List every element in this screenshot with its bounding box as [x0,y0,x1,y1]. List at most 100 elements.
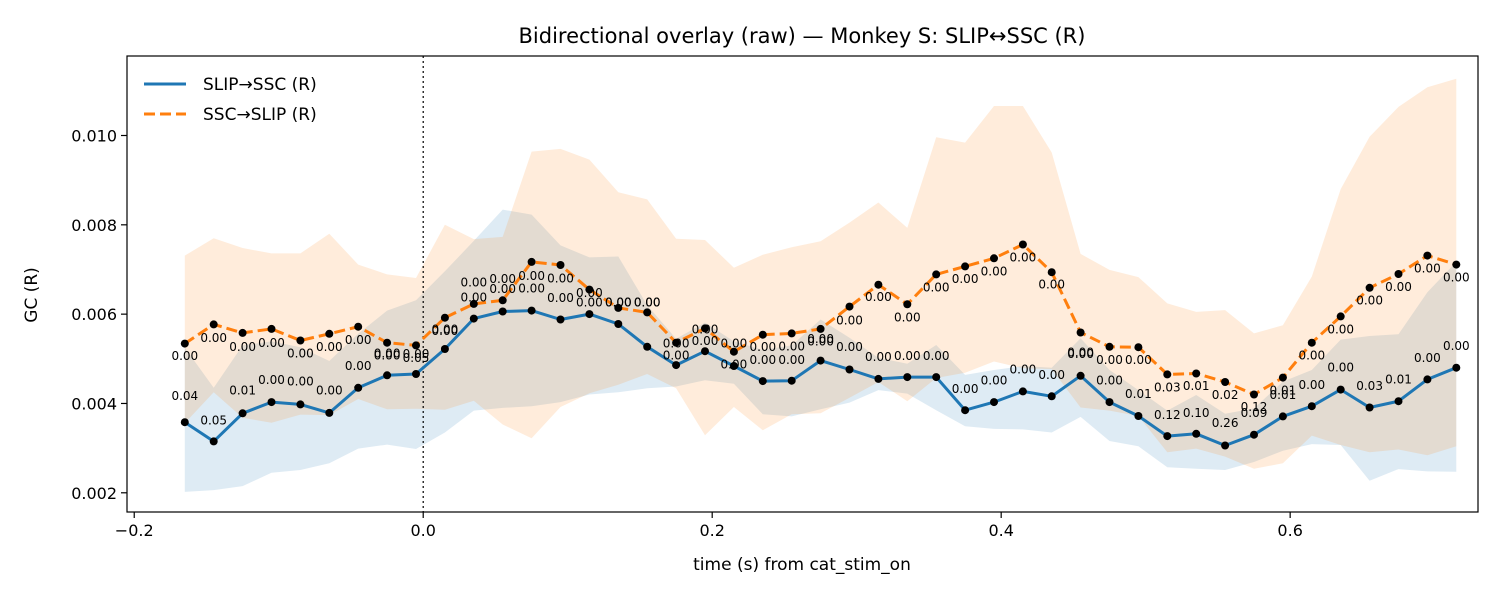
data-point-series-1 [1163,370,1172,379]
data-point-series-1 [874,280,883,289]
value-annotation: 0.00 [605,296,632,310]
data-point-series-0 [758,377,767,386]
value-annotation: 0.00 [836,340,863,354]
data-point-series-1 [412,341,420,350]
x-tick-label: 0.0 [410,521,435,540]
value-annotation: 0.00 [894,349,921,363]
data-point-series-1 [729,347,738,356]
value-annotation: 0.01 [229,384,256,398]
data-point-series-0 [238,409,247,418]
data-point-series-1 [296,336,305,345]
value-annotation: 0.00 [345,359,372,373]
value-annotation: 0.01 [1183,379,1210,393]
data-point-series-1 [1452,260,1461,269]
value-annotation: 0.00 [403,347,430,361]
value-annotation: 0.00 [1327,322,1354,336]
legend-label-ssc-to-slip: SSC→SLIP (R) [203,105,317,125]
value-annotation: 0.00 [547,291,574,305]
value-annotation: 0.00 [200,331,227,345]
value-annotation: 0.00 [1067,347,1094,361]
value-annotation: 0.00 [894,311,921,325]
data-point-series-0 [1076,371,1085,380]
data-point-series-0 [527,306,536,315]
value-annotation: 0.05 [200,414,227,428]
data-point-series-0 [1134,412,1143,420]
value-annotation: 0.00 [981,264,1008,278]
value-annotation: 0.00 [1010,250,1037,264]
data-point-series-0 [498,307,507,316]
data-point-series-0 [1192,429,1201,438]
value-annotation: 0.00 [432,324,459,338]
value-annotation: 0.00 [576,286,603,300]
value-annotation: 0.00 [229,340,256,354]
value-annotation: 0.00 [374,349,401,363]
x-tick-label: 0.4 [988,521,1013,540]
data-point-series-0 [296,400,305,409]
value-annotation: 0.00 [1298,349,1325,363]
legend-label-slip-to-ssc: SLIP→SSC (R) [203,75,317,95]
data-point-series-1 [209,320,218,329]
data-point-series-1 [1105,342,1114,351]
data-point-series-0 [787,376,796,385]
chart-title: Bidirectional overlay (raw) — Monkey S: … [519,24,1086,48]
data-point-series-0 [267,398,276,407]
data-point-series-0 [1278,412,1287,421]
data-point-series-1 [758,330,767,339]
value-annotation: 0.00 [1298,378,1325,392]
data-point-series-1 [325,329,334,338]
value-annotation: 0.00 [460,276,487,290]
data-point-series-1 [961,262,970,271]
data-point-series-1 [1047,268,1056,277]
value-annotation: 0.00 [1385,280,1412,294]
x-axis-label: time (s) from cat_stim_on [693,555,911,575]
data-point-series-1 [585,285,594,294]
value-annotation: 0.12 [1154,408,1181,422]
data-point-series-1 [990,254,998,263]
axes: −0.2 0.0 0.2 0.4 0.6 0.002 0.004 0.006 0.008 0.01… [71,55,1479,540]
y-tick-label: 0.010 [71,126,117,145]
value-annotation: 0.00 [865,290,892,304]
data-point-series-0 [469,314,478,323]
value-annotation: 0.00 [518,282,545,296]
data-point-series-0 [701,347,709,356]
data-point-series-0 [1394,397,1403,406]
data-point-series-1 [1307,338,1316,347]
y-tick-label: 0.004 [71,394,117,413]
data-point-series-1 [469,299,478,308]
data-point-series-0 [1018,387,1027,396]
value-annotation: 0.00 [1096,374,1123,388]
data-point-series-0 [614,320,623,328]
data-point-series-0 [1452,363,1461,372]
data-point-series-0 [1250,430,1258,439]
data-point-series-0 [412,370,420,378]
axes-frame [126,55,1479,513]
value-annotation: 0.12 [1241,400,1268,414]
value-annotation: 0.01 [1125,387,1152,401]
data-point-series-0 [440,345,449,353]
value-annotation: 0.00 [663,337,690,351]
value-annotation: 0.00 [489,282,516,296]
value-annotation: 0.26 [1212,416,1239,430]
data-point-series-1 [816,324,825,333]
x-tick-label: −0.2 [115,521,154,540]
data-point-series-1 [354,322,363,331]
value-annotation: 0.00 [345,333,372,347]
legend: SLIP→SSC (R) SSC→SLIP (R) [144,75,317,125]
value-annotation: 0.00 [1327,360,1354,374]
data-point-series-1 [1192,369,1201,378]
data-point-series-1 [845,302,854,311]
value-annotation: 0.00 [692,334,719,348]
value-annotation: 0.00 [547,271,574,285]
value-annotation: 0.00 [1038,368,1065,382]
data-point-series-0 [672,361,681,370]
data-point-series-0 [556,315,565,324]
data-point-series-1 [527,257,536,266]
data-point-series-1 [267,324,276,333]
data-point-series-0 [1423,375,1432,384]
data-point-series-0 [932,373,941,382]
data-point-series-1 [787,329,796,338]
data-point-series-0 [903,373,912,382]
data-point-series-1 [903,300,912,309]
data-point-series-0 [816,356,825,365]
